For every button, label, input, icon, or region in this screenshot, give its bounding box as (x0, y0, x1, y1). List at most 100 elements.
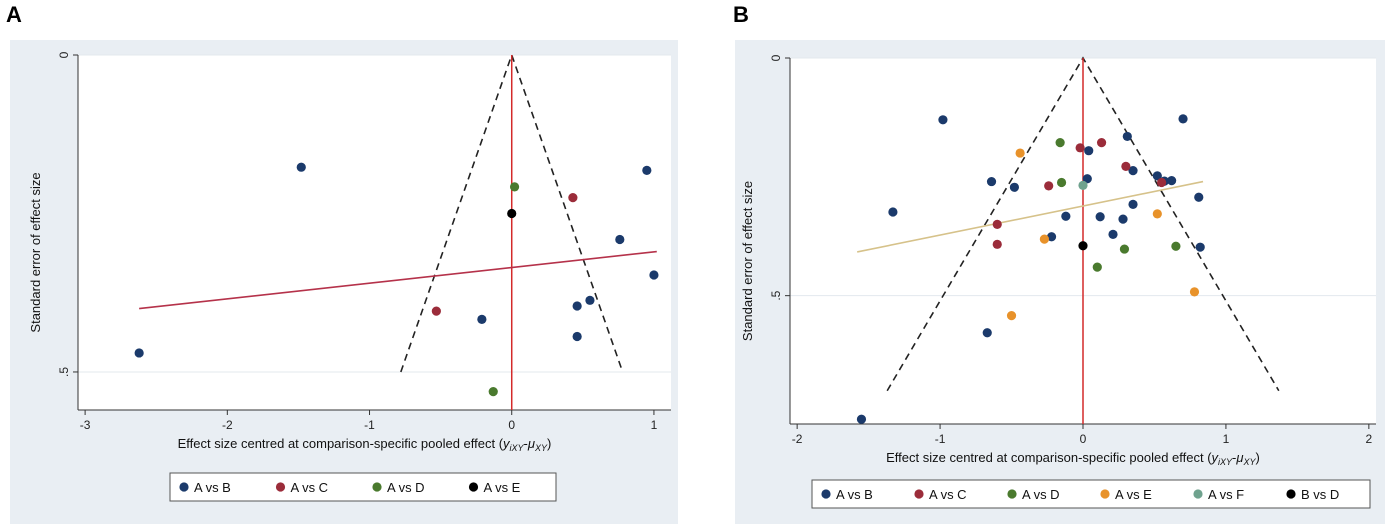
chart-a-plot-area (78, 55, 671, 410)
chart-a-point (509, 182, 520, 192)
chart-b-legend-label: A vs C (929, 487, 967, 502)
chart-b-legend-marker (1193, 489, 1203, 499)
chart-b-point (1055, 138, 1065, 148)
chart-a-point (134, 348, 144, 358)
chart-a-legend-marker (275, 482, 286, 492)
chart-b-point (1108, 229, 1118, 239)
chart-b-point (1157, 177, 1167, 188)
chart-b-point (1078, 241, 1088, 251)
chart-b-legend-marker (914, 489, 924, 499)
chart-a-point (477, 314, 487, 324)
chart-b-point (1075, 143, 1085, 153)
chart-b-point (888, 207, 898, 217)
chart-b-point (1167, 176, 1177, 186)
chart-b-point (1044, 181, 1054, 191)
chart-svg-b: -2 -1 0 1 2 0 .5 Standard error of effect size E… (740, 54, 1376, 509)
chart-b-point (1082, 174, 1092, 184)
chart-a-point (642, 165, 652, 175)
chart-a-point (507, 208, 517, 219)
chart-b-point (856, 414, 867, 424)
chart-b-point (1171, 241, 1181, 251)
chart-b-legend-label: A vs E (1115, 487, 1152, 502)
chart-a-point (568, 193, 578, 203)
chart-b-x-tick-label: -1 (935, 432, 946, 446)
chart-a-funnel-line (400, 52, 624, 373)
chart-a-point (572, 331, 582, 342)
chart-a-legend-marker (372, 482, 382, 492)
chart-b-point (1152, 171, 1162, 181)
chart-b-point (1128, 166, 1138, 176)
chart-svg-a: -3 -2 -1 0 1 0 .5 Standard error of effect size… (28, 51, 671, 502)
chart-a-point (296, 162, 306, 172)
funnel-plot-b: -2 -1 0 1 2 0 .5 Standard error of effect size E… (735, 40, 1385, 524)
chart-a-legend-marker (179, 482, 189, 492)
chart-b-legend-marker (1007, 489, 1017, 499)
chart-a-legend (169, 472, 557, 502)
chart-b-point (1096, 138, 1107, 148)
chart-b-point (1078, 180, 1088, 190)
chart-b-y-tick-label: 0 (769, 54, 783, 61)
chart-b-y-axis-title: Standard error of effect size (740, 181, 755, 341)
chart-b-point (938, 115, 948, 125)
chart-b-point (1122, 131, 1132, 142)
chart-a-legend-label: A vs D (387, 480, 425, 495)
chart-b-point (1006, 311, 1017, 321)
chart-b-point (1128, 199, 1138, 209)
chart-b-point (1084, 146, 1094, 156)
chart-b-legend-marker (821, 489, 831, 499)
chart-b-point (986, 176, 997, 187)
chart-a-legend-marker (468, 482, 479, 492)
chart-a-point (488, 387, 498, 397)
chart-a-x-axis-title: Effect size centred at comparison-specif… (178, 436, 552, 453)
chart-b-point (1056, 177, 1067, 188)
chart-b-x-tick-label: 1 (1223, 432, 1230, 446)
chart-b-point (1152, 209, 1162, 219)
chart-b-point (1009, 182, 1019, 192)
chart-b-y-tick-label: .5 (769, 290, 783, 300)
chart-b-x-tick-label: -2 (792, 432, 803, 446)
chart-b-point (1092, 262, 1102, 272)
chart-b-regression-line (857, 180, 1204, 253)
chart-b-point (1195, 242, 1205, 252)
chart-a-point (431, 306, 441, 316)
chart-b-x-tick-label: 2 (1366, 432, 1373, 446)
chart-a-legend-label: A vs B (194, 480, 231, 495)
chart-b-point (992, 219, 1002, 229)
chart-b-point (1061, 211, 1071, 221)
chart-b-legend-marker (1286, 489, 1296, 499)
chart-b-legend-label: B vs D (1301, 487, 1339, 502)
chart-a-x-tick-label: -1 (364, 418, 375, 432)
chart-b-point (1118, 214, 1128, 224)
chart-b-point (1039, 234, 1050, 244)
chart-a-x-tick-label: 0 (508, 418, 515, 432)
chart-b-point (1178, 114, 1188, 124)
chart-b-point (1095, 212, 1105, 222)
chart-b-point (982, 328, 992, 338)
panel-a-label: A (6, 2, 22, 27)
chart-b-point (1194, 192, 1204, 202)
chart-a-point (572, 301, 582, 311)
chart-a-point (585, 295, 595, 305)
chart-b-legend-label: A vs F (1208, 487, 1244, 502)
funnel-plot-a: -3 -2 -1 0 1 0 .5 Standard error of effect size… (10, 40, 678, 524)
chart-a-y-axis-title: Standard error of effect size (28, 172, 43, 332)
chart-a-legend-label: A vs E (484, 480, 521, 495)
chart-b-point (1119, 244, 1130, 254)
chart-b-x-axis-title: Effect size centred at comparison-specif… (886, 450, 1260, 467)
chart-a-point (649, 270, 659, 280)
chart-b-legend (811, 479, 1371, 509)
chart-b-point (1189, 287, 1200, 297)
chart-b-point (1015, 148, 1025, 158)
chart-b-point (1121, 161, 1131, 171)
chart-a-x-tick-label: 1 (651, 418, 658, 432)
chart-b-legend-marker (1100, 489, 1110, 499)
chart-b-point (992, 239, 1002, 249)
chart-a-regression-line (139, 250, 657, 310)
chart-b-legend-label: A vs B (836, 487, 873, 502)
chart-a-x-tick-label: -2 (222, 418, 233, 432)
chart-a-y-tick-label: .5 (57, 367, 71, 377)
chart-b-legend-label: A vs D (1022, 487, 1060, 502)
chart-a-y-tick-label: 0 (57, 51, 71, 58)
chart-a-point (615, 234, 625, 245)
chart-b-x-tick-label: 0 (1080, 432, 1087, 446)
